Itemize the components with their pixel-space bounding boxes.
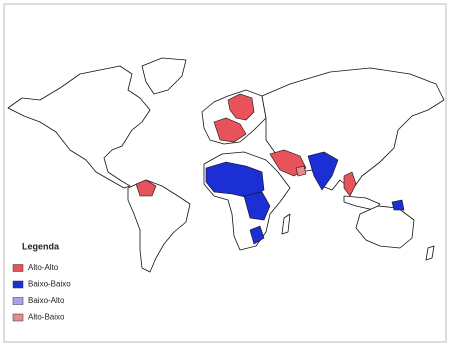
madagascar (281, 213, 291, 235)
region-central-africa (243, 191, 271, 221)
legend-swatch (12, 313, 24, 322)
legend-label: Baixo-Alto (28, 296, 65, 305)
legend-items: Alto-Alto Baixo-Baixo Baixo-Alto Alto-Baixo (12, 263, 71, 322)
greenland (141, 57, 187, 95)
legend-swatch (12, 280, 24, 289)
legend-swatch (12, 297, 24, 305)
legend-label: Alto-Baixo (28, 313, 65, 322)
new-zealand (425, 245, 435, 261)
legend: Legenda Alto-AltoBaixo-BaixoBaixo-AltoAl… (12, 241, 71, 322)
region-venezuela (135, 179, 157, 197)
region-western-europe (213, 117, 247, 143)
legend-swatch (12, 264, 24, 272)
south-america (127, 179, 191, 273)
legend-label: Alto-Alto (28, 263, 59, 272)
region-gulf (295, 165, 307, 177)
legend-title: Legenda (22, 241, 60, 251)
region-southeast-asia (343, 171, 357, 197)
australia (355, 205, 415, 249)
clusters (135, 93, 405, 245)
legend-label: Baixo-Baixo (28, 280, 71, 289)
region-india (307, 151, 339, 191)
region-papua (391, 199, 405, 211)
region-south-africa (249, 225, 265, 245)
north-america (7, 65, 151, 189)
region-scandinavia (227, 93, 255, 121)
